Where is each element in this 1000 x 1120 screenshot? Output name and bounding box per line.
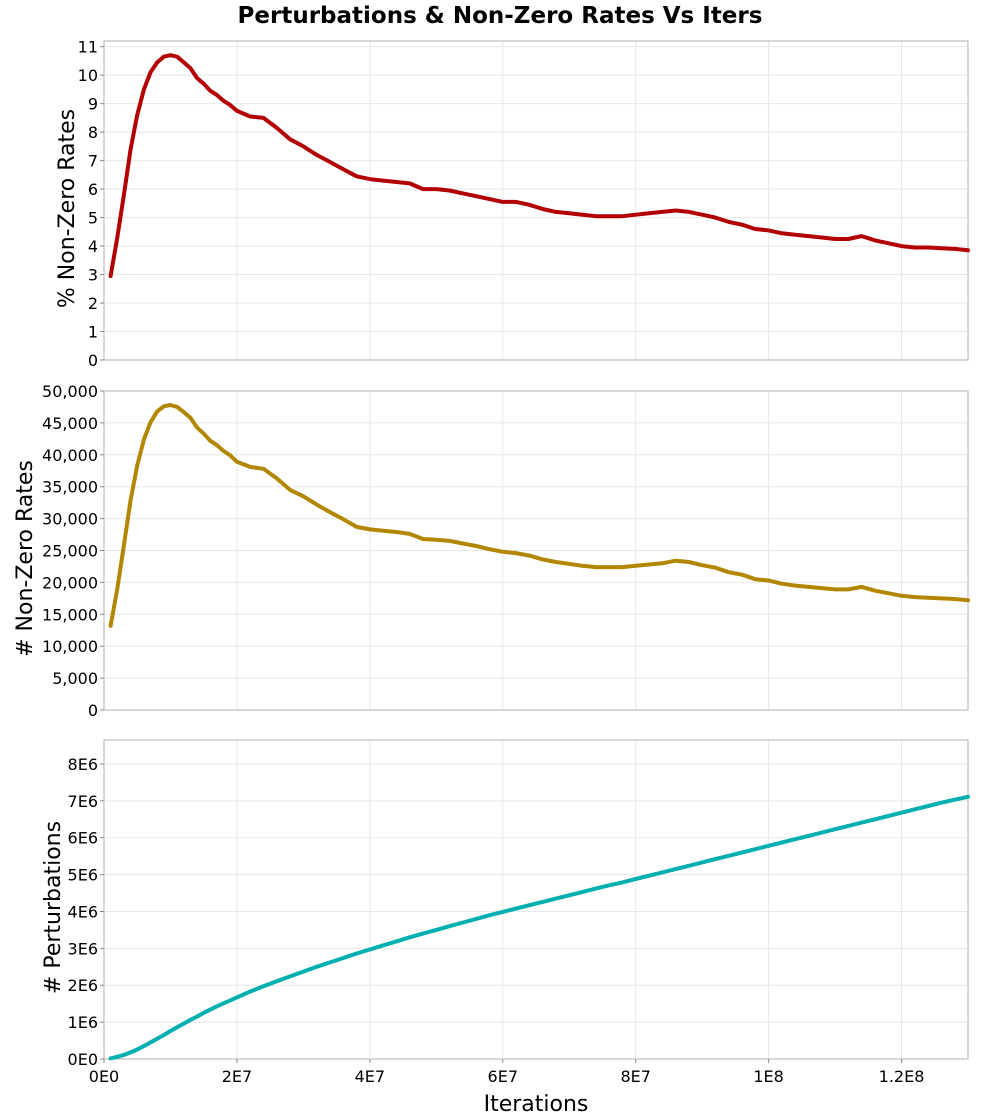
y-tick-label: 1 — [88, 323, 98, 342]
x-tick-label: 2E7 — [222, 1067, 252, 1086]
x-axis-label: Iterations — [484, 1092, 589, 1117]
y-tick-label: 5 — [88, 209, 98, 228]
y-tick-label: 7E6 — [68, 792, 98, 811]
y-tick-label: 35,000 — [42, 478, 98, 497]
y-tick-label: 8E6 — [68, 755, 98, 774]
y-tick-label: 0E0 — [68, 1050, 98, 1069]
y-tick-label: 6E6 — [68, 829, 98, 848]
series-line-1 — [108, 53, 970, 278]
x-tick-label: 8E7 — [620, 1067, 650, 1086]
y-tick-label: 10,000 — [42, 637, 98, 656]
y-tick-label: 25,000 — [42, 542, 98, 561]
y-tick-label: 0 — [88, 351, 98, 370]
y-tick-label: 30,000 — [42, 510, 98, 529]
y-tick-label: 8 — [88, 123, 98, 142]
y-tick-label: 50,000 — [42, 382, 98, 401]
y-tick-label: 3 — [88, 266, 98, 285]
plot-frame-3 — [103, 739, 969, 1060]
y-tick-label: 20,000 — [42, 573, 98, 592]
x-tick-label: 4E7 — [355, 1067, 385, 1086]
plot-area-3 — [104, 740, 968, 1059]
y-tick-label: 7 — [88, 152, 98, 171]
chart-title: Perturbations & Non-Zero Rates Vs Iters — [237, 3, 763, 29]
x-tick-label: 6E7 — [488, 1067, 518, 1086]
y-tick-label: 5E6 — [68, 866, 98, 885]
y-axis-label-3: # Perturbations — [41, 821, 66, 994]
y-tick-label: 45,000 — [42, 414, 98, 433]
plot-frame-1 — [103, 40, 969, 361]
y-tick-label: 3E6 — [68, 939, 98, 958]
y-axis-label-1: % Non-Zero Rates — [55, 109, 80, 308]
y-tick-label: 11 — [78, 38, 98, 57]
y-axis-label-2: # Non-Zero Rates — [13, 460, 38, 657]
y-tick-label: 6 — [88, 180, 98, 199]
y-tick-label: 2E6 — [68, 976, 98, 995]
y-tick-label: 9 — [88, 95, 98, 114]
y-tick-label: 4E6 — [68, 902, 98, 921]
x-tick-label: 0E0 — [89, 1067, 119, 1086]
y-tick-label: 0 — [88, 701, 98, 720]
plot-area-1 — [104, 41, 968, 360]
y-tick-label: 1E6 — [68, 1013, 98, 1032]
y-tick-label: 5,000 — [52, 669, 98, 688]
y-tick-label: 10 — [78, 66, 98, 85]
y-tick-label: 40,000 — [42, 446, 98, 465]
y-tick-label: 15,000 — [42, 605, 98, 624]
series-line-3 — [108, 794, 970, 1061]
x-tick-label: 1.2E8 — [879, 1067, 925, 1086]
series-line-2 — [108, 403, 970, 628]
y-tick-label: 2 — [88, 294, 98, 313]
y-tick-label: 4 — [88, 237, 98, 256]
x-tick-label: 1E8 — [753, 1067, 783, 1086]
